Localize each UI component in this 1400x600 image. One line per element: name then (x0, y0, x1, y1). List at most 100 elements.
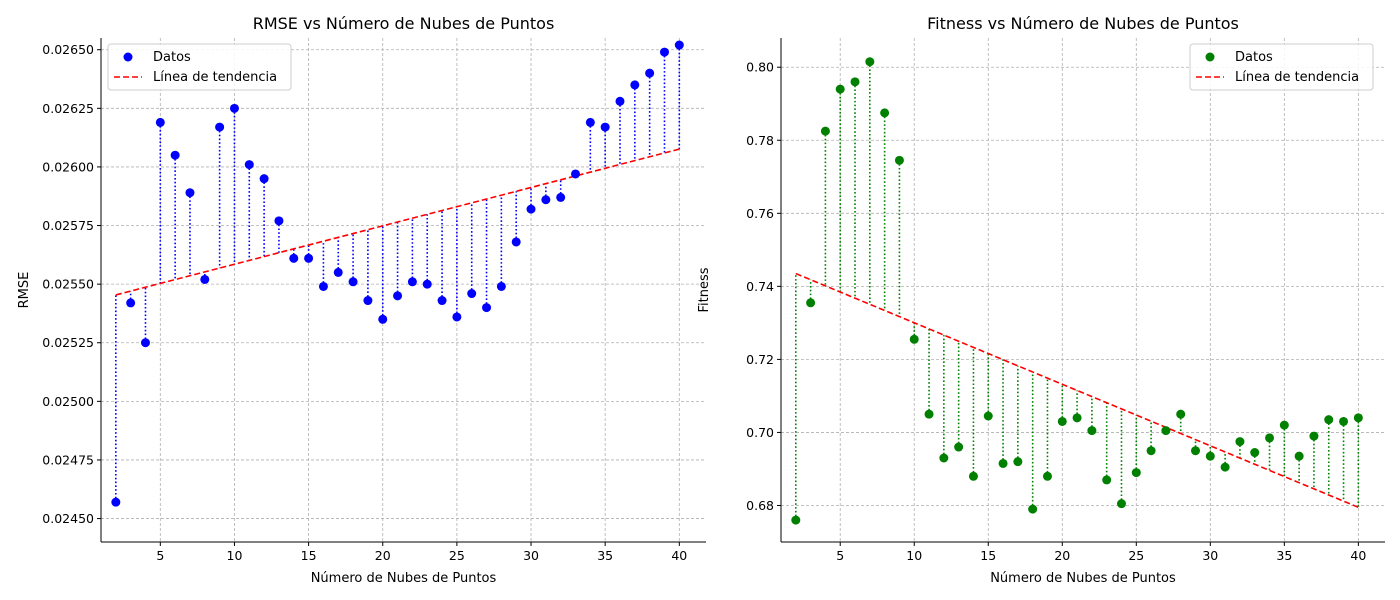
x-tick-label: 35 (1276, 548, 1292, 563)
x-tick-label: 10 (227, 548, 243, 563)
y-tick-label: 0.72 (746, 352, 774, 367)
y-tick-label: 0.80 (746, 60, 774, 75)
x-tick-label: 5 (836, 548, 844, 563)
data-point (835, 84, 845, 94)
x-tick-label: 15 (301, 548, 317, 563)
data-point (259, 174, 269, 184)
x-tick-label: 20 (375, 548, 391, 563)
data-point (645, 68, 655, 78)
legend-box (107, 43, 292, 91)
legend-marker-points (1205, 52, 1215, 62)
x-tick-label: 40 (671, 548, 687, 563)
data-point (1042, 471, 1052, 481)
y-tick-label: 0.02625 (42, 101, 94, 116)
x-tick-label: 25 (449, 548, 465, 563)
data-point (482, 303, 492, 313)
y-tick-label: 0.02600 (42, 159, 94, 174)
y-tick-label: 0.78 (746, 133, 774, 148)
x-tick-label: 5 (156, 548, 164, 563)
data-point (600, 122, 610, 132)
data-point (630, 80, 640, 90)
x-tick-label: 20 (1054, 548, 1070, 563)
y-tick-label: 0.02575 (42, 218, 94, 233)
data-point (894, 155, 904, 165)
legend-label-trend: Línea de tendencia (153, 70, 277, 85)
data-point (1057, 416, 1067, 426)
data-point (378, 314, 388, 324)
data-point (422, 279, 432, 289)
data-point (304, 253, 314, 263)
y-tick-label: 0.68 (746, 498, 774, 513)
data-point (467, 289, 477, 299)
data-point (1250, 448, 1260, 458)
data-point (452, 312, 462, 322)
trend-line (795, 272, 1359, 509)
data-point (909, 334, 919, 344)
x-tick-label: 35 (597, 548, 613, 563)
data-point (674, 40, 684, 50)
legend: Datos Línea de tendencia (107, 43, 292, 91)
data-point (185, 188, 195, 198)
data-point (1265, 433, 1275, 443)
data-point (111, 497, 121, 507)
y-tick-label: 0.02525 (42, 335, 94, 350)
data-point (585, 117, 595, 127)
data-point (865, 57, 875, 67)
data-point (1116, 499, 1126, 509)
data-point (571, 169, 581, 179)
data-point (511, 237, 521, 247)
data-point (983, 411, 993, 421)
legend-label-points: Datos (153, 50, 191, 65)
y-tick-label: 0.74 (746, 279, 774, 294)
data-point (1072, 413, 1082, 423)
data-point (1176, 409, 1186, 419)
data-point (1324, 415, 1334, 425)
y-tick-label: 0.02650 (42, 42, 94, 57)
data-point (348, 277, 358, 287)
grid (781, 38, 1385, 542)
data-point (998, 458, 1008, 468)
data-point (1279, 420, 1289, 430)
chart-2: 5 10 15 20 25 30 35 40 0.68 0.70 0.72 0.74 0.76 0.78 0… (697, 14, 1385, 586)
chart-1: 5 10 15 20 25 30 35 40 0.02450 0.02475 0.02500 0.02… (17, 14, 706, 586)
data-point (880, 108, 890, 118)
data-point (140, 338, 150, 348)
data-point (939, 453, 949, 463)
data-point (1339, 416, 1349, 426)
data-point (274, 216, 284, 226)
data-point (556, 192, 566, 202)
data-point (615, 96, 625, 106)
x-tick-label: 40 (1350, 548, 1366, 563)
legend-marker-points (123, 52, 133, 62)
data-point (407, 277, 417, 287)
data-point (806, 298, 816, 308)
y-axis-label: RMSE (17, 272, 32, 309)
data-point (659, 47, 669, 57)
data-point (526, 204, 536, 214)
data-point (1220, 462, 1230, 472)
y-tick-label: 0.02475 (42, 452, 94, 467)
data-point (1205, 451, 1215, 461)
data-point (496, 281, 506, 291)
data-point (1013, 457, 1023, 467)
data-point (1028, 504, 1038, 514)
data-point (244, 160, 254, 170)
y-tick-label: 0.02500 (42, 394, 94, 409)
data-point (954, 442, 964, 452)
data-point (1102, 475, 1112, 485)
x-tick-label: 30 (523, 548, 539, 563)
legend-label-trend: Línea de tendencia (1235, 70, 1359, 85)
x-tick-label: 15 (980, 548, 996, 563)
data-point (333, 267, 343, 277)
y-tick-label: 0.76 (746, 206, 774, 221)
data-point (200, 274, 210, 284)
x-axis-label: Número de Nubes de Puntos (311, 571, 497, 586)
legend-box (1189, 43, 1374, 91)
grid (101, 38, 706, 542)
x-tick-label: 25 (1128, 548, 1144, 563)
data-point (393, 291, 403, 301)
data-point (318, 281, 328, 291)
data-point (229, 103, 239, 113)
data-point (850, 77, 860, 87)
